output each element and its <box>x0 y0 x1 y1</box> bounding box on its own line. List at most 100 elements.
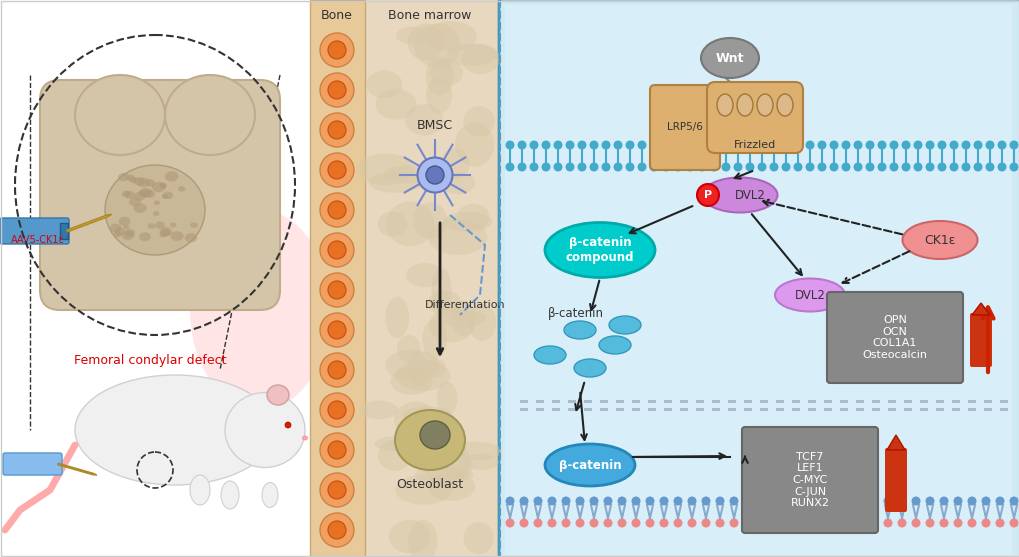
Ellipse shape <box>924 163 933 172</box>
Bar <box>855 400 863 403</box>
Ellipse shape <box>328 281 345 299</box>
Ellipse shape <box>425 21 477 52</box>
Ellipse shape <box>177 186 185 192</box>
Ellipse shape <box>774 278 844 311</box>
Ellipse shape <box>436 382 457 415</box>
Ellipse shape <box>190 210 330 410</box>
Ellipse shape <box>406 263 442 287</box>
Ellipse shape <box>144 190 155 198</box>
FancyBboxPatch shape <box>826 292 962 383</box>
Ellipse shape <box>328 401 345 419</box>
Bar <box>807 408 815 411</box>
Ellipse shape <box>793 163 802 172</box>
Ellipse shape <box>320 33 354 67</box>
Text: β-catenin
compound: β-catenin compound <box>566 236 634 264</box>
Ellipse shape <box>980 496 989 506</box>
Ellipse shape <box>673 519 682 527</box>
Ellipse shape <box>328 41 345 59</box>
Ellipse shape <box>1009 496 1018 506</box>
Ellipse shape <box>901 140 910 149</box>
Text: CK1ε: CK1ε <box>923 233 955 247</box>
Ellipse shape <box>813 496 821 506</box>
Ellipse shape <box>1009 140 1018 149</box>
Ellipse shape <box>190 222 198 228</box>
Ellipse shape <box>429 307 474 342</box>
Ellipse shape <box>709 163 717 172</box>
Ellipse shape <box>414 466 473 483</box>
Bar <box>520 400 528 403</box>
Ellipse shape <box>425 426 459 469</box>
Bar <box>728 408 736 411</box>
Ellipse shape <box>603 496 611 506</box>
Bar <box>759 400 767 403</box>
Text: P: P <box>703 190 711 200</box>
Bar <box>599 400 607 403</box>
FancyBboxPatch shape <box>969 313 991 367</box>
Ellipse shape <box>426 77 451 113</box>
Ellipse shape <box>733 163 742 172</box>
Text: TCF7
LEF1
C-MYC
C-JUN
RUNX2: TCF7 LEF1 C-MYC C-JUN RUNX2 <box>790 452 828 508</box>
Ellipse shape <box>442 442 470 480</box>
Ellipse shape <box>853 163 862 172</box>
Bar <box>663 408 672 411</box>
Bar <box>951 400 959 403</box>
Ellipse shape <box>422 319 446 359</box>
Ellipse shape <box>575 496 584 506</box>
Ellipse shape <box>320 513 354 547</box>
Ellipse shape <box>949 140 958 149</box>
Ellipse shape <box>75 75 165 155</box>
Bar <box>935 400 943 403</box>
Ellipse shape <box>553 140 561 149</box>
Bar <box>728 400 736 403</box>
Bar <box>647 408 655 411</box>
Bar <box>840 408 847 411</box>
Bar <box>967 408 975 411</box>
Ellipse shape <box>756 94 772 116</box>
Ellipse shape <box>118 173 129 181</box>
Bar <box>584 400 591 403</box>
Ellipse shape <box>505 140 514 149</box>
Ellipse shape <box>841 140 850 149</box>
Ellipse shape <box>924 496 933 506</box>
Bar <box>568 400 576 403</box>
FancyBboxPatch shape <box>884 448 906 512</box>
FancyArrow shape <box>66 214 111 232</box>
Bar <box>919 400 927 403</box>
Ellipse shape <box>855 496 864 506</box>
Ellipse shape <box>565 163 574 172</box>
Ellipse shape <box>533 519 542 527</box>
Ellipse shape <box>133 177 145 185</box>
Polygon shape <box>971 303 989 315</box>
Bar <box>743 400 751 403</box>
Bar <box>791 400 799 403</box>
Ellipse shape <box>284 422 290 428</box>
Ellipse shape <box>598 336 631 354</box>
Ellipse shape <box>395 361 450 391</box>
Ellipse shape <box>911 519 919 527</box>
Ellipse shape <box>320 113 354 147</box>
Ellipse shape <box>913 163 921 172</box>
Text: Osteoblast: Osteoblast <box>396 478 463 491</box>
Ellipse shape <box>148 223 155 229</box>
Ellipse shape <box>519 519 528 527</box>
Ellipse shape <box>889 163 898 172</box>
Ellipse shape <box>961 140 969 149</box>
Bar <box>535 400 543 403</box>
Ellipse shape <box>121 190 130 197</box>
Ellipse shape <box>405 104 443 135</box>
Ellipse shape <box>841 519 850 527</box>
Ellipse shape <box>152 182 165 192</box>
Bar <box>695 400 703 403</box>
Ellipse shape <box>418 428 438 460</box>
Ellipse shape <box>377 212 407 237</box>
Ellipse shape <box>128 197 141 206</box>
Bar <box>711 400 719 403</box>
Bar <box>775 408 784 411</box>
Bar <box>951 408 959 411</box>
Ellipse shape <box>139 232 151 241</box>
Ellipse shape <box>737 94 752 116</box>
Ellipse shape <box>328 481 345 499</box>
Ellipse shape <box>949 163 958 172</box>
Ellipse shape <box>687 496 696 506</box>
Text: Frizzled: Frizzled <box>733 140 775 150</box>
